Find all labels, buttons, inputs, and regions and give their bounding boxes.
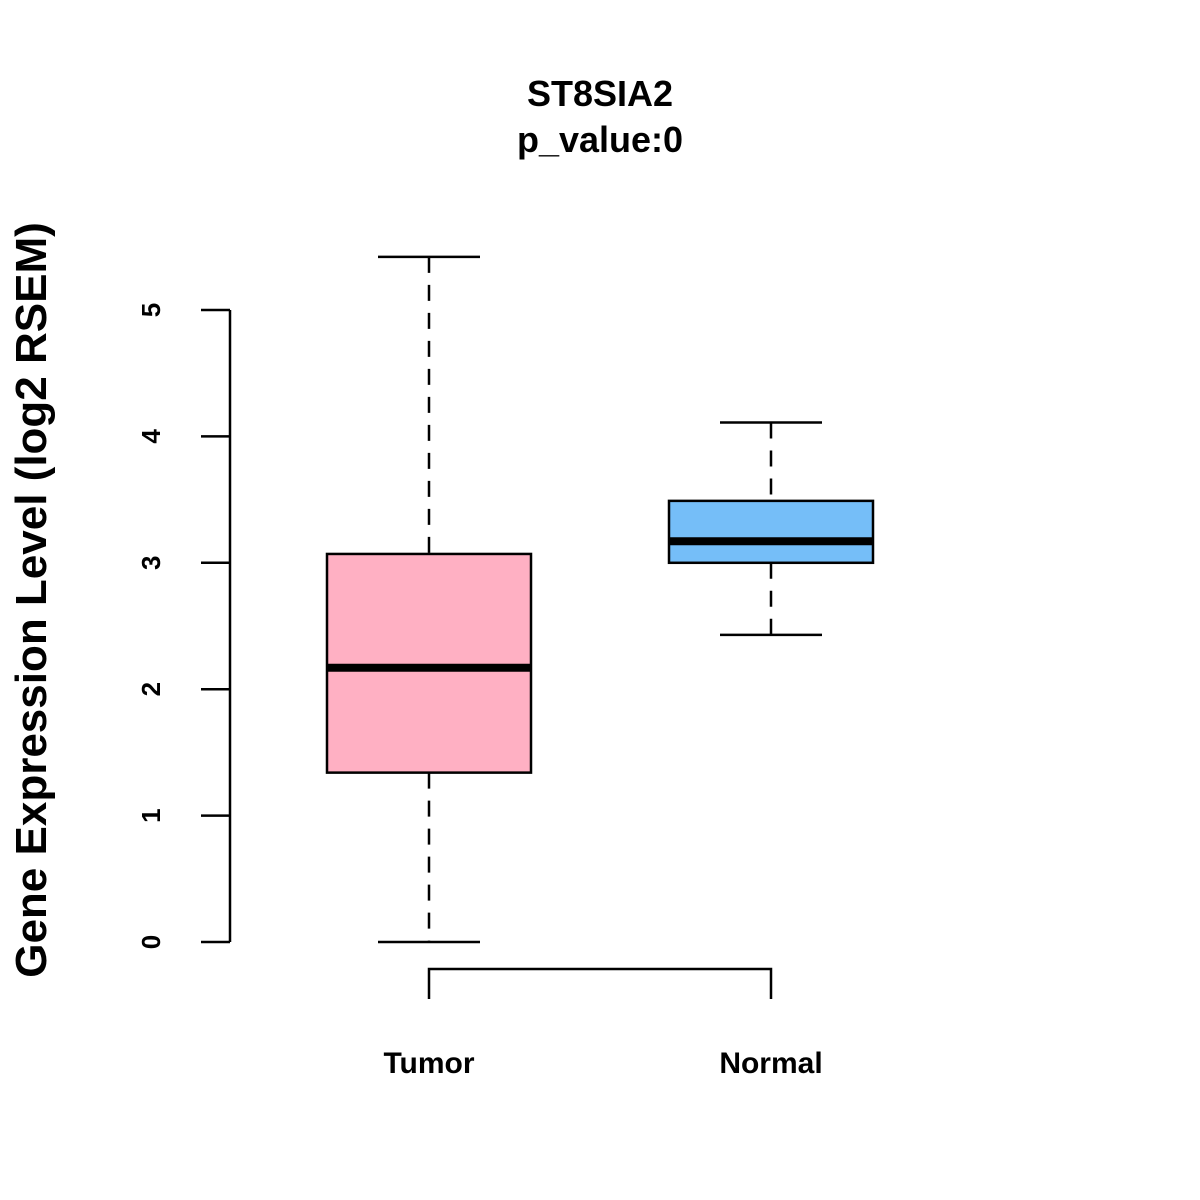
y-tick-label-2: 2 bbox=[136, 682, 166, 696]
y-tick-label-4: 4 bbox=[136, 429, 166, 444]
y-tick-label-1: 1 bbox=[136, 808, 166, 822]
x-label-tumor: Tumor bbox=[383, 1047, 474, 1080]
y-axis: 0 1 2 3 4 5 bbox=[136, 303, 232, 949]
comparison-bracket bbox=[427, 967, 773, 999]
x-label-normal: Normal bbox=[719, 1047, 822, 1080]
y-tick-label-3: 3 bbox=[136, 556, 166, 570]
tumor-box bbox=[325, 552, 533, 774]
bracket-line bbox=[427, 967, 773, 999]
chart-title: ST8SIA2 bbox=[527, 73, 673, 114]
y-axis-label: Gene Expression Level (log2 RSEM) bbox=[7, 222, 56, 978]
box-group bbox=[325, 255, 875, 944]
y-tick-label-5: 5 bbox=[136, 303, 166, 317]
y-tick-label-0: 0 bbox=[136, 935, 166, 949]
normal-box bbox=[667, 499, 875, 565]
chart-subtitle: p_value:0 bbox=[517, 119, 683, 160]
x-axis-labels: Tumor Normal bbox=[383, 1047, 822, 1080]
